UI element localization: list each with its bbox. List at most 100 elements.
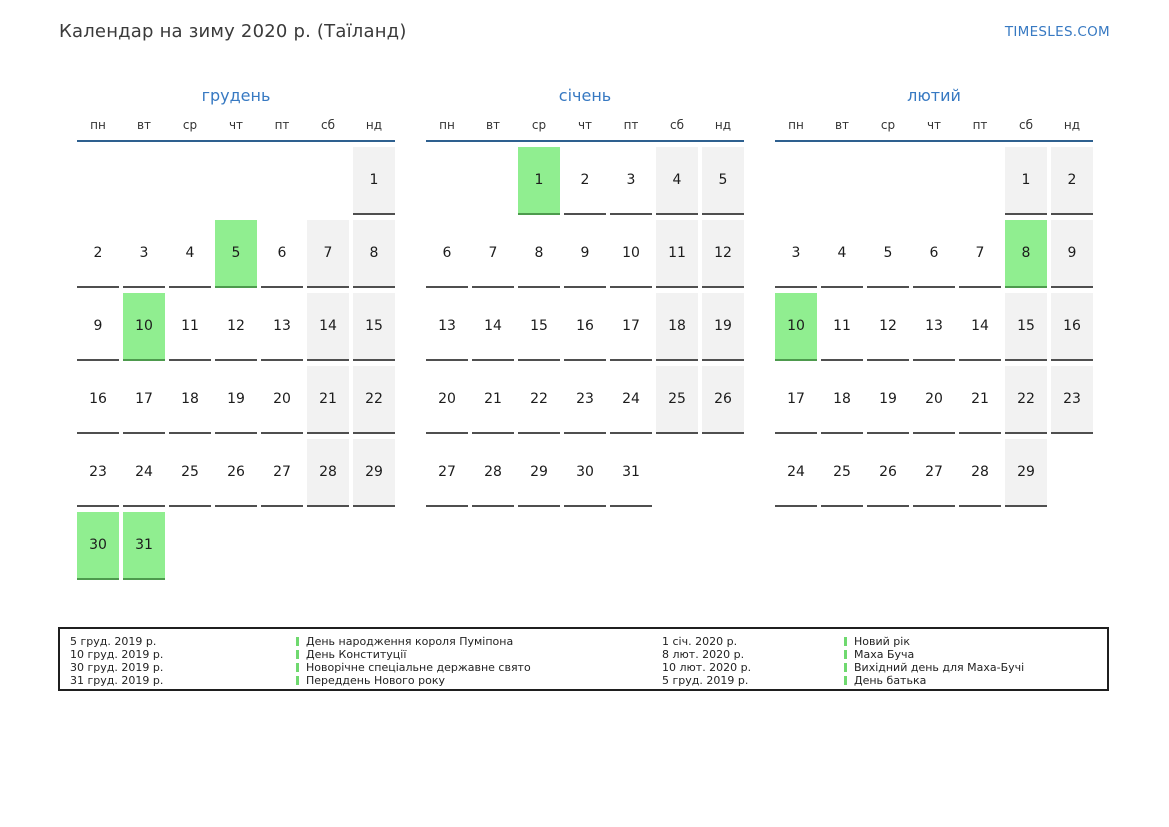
day-cell: 27 xyxy=(261,439,303,507)
weekday-label: сб xyxy=(321,118,335,132)
day-cell: 20 xyxy=(261,366,303,434)
empty-cell xyxy=(426,147,468,215)
weekend-day-cell: 7 xyxy=(307,220,349,288)
legend-row: 1 січ. 2020 р. Новий рік xyxy=(662,635,1024,648)
day-cell: 12 xyxy=(215,293,257,361)
day-cell: 11 xyxy=(821,293,863,361)
day-cell: 27 xyxy=(426,439,468,507)
site-link[interactable]: TIMESLES.COM xyxy=(1004,24,1110,40)
day-cell: 16 xyxy=(77,366,119,434)
empty-cell xyxy=(867,147,909,215)
day-cell: 14 xyxy=(959,293,1001,361)
day-cell: 10 xyxy=(610,220,652,288)
day-cell: 23 xyxy=(564,366,606,434)
holiday-marker-icon xyxy=(296,637,299,646)
day-cell: 18 xyxy=(169,366,211,434)
day-cell: 3 xyxy=(775,220,817,288)
month-calendar: лютий пн вт ср чт пт сб нд 1 2 3 4 5 6 7 8 9 10 11 12 13 14 15… xyxy=(775,85,1093,507)
weekday-label: сб xyxy=(670,118,684,132)
weekday-label: чт xyxy=(577,118,593,132)
day-cell: 3 xyxy=(610,147,652,215)
header-rule xyxy=(77,140,395,142)
day-cell: 2 xyxy=(564,147,606,215)
holiday-day-cell: 8 xyxy=(1005,220,1047,288)
day-cell: 13 xyxy=(913,293,955,361)
weekday-label: сб xyxy=(1019,118,1033,132)
legend-date: 5 груд. 2019 р. xyxy=(70,635,157,648)
month-grid: 1 2 3 4 5 6 7 8 9 10 11 12 13 14 15 16 17 18 19 20 21 22 23 24 2… xyxy=(775,147,1093,507)
weekday-label: пт xyxy=(623,118,639,132)
holiday-day-cell: 10 xyxy=(123,293,165,361)
weekend-day-cell: 29 xyxy=(1005,439,1047,507)
weekend-day-cell: 11 xyxy=(656,220,698,288)
holiday-day-cell: 1 xyxy=(518,147,560,215)
empty-cell xyxy=(307,147,349,215)
weekend-day-cell: 15 xyxy=(353,293,395,361)
day-cell: 17 xyxy=(610,293,652,361)
weekday-label: пн xyxy=(439,118,455,132)
legend-row: 10 лют. 2020 р. Вихідний день для Маха-Бу… xyxy=(662,661,1024,674)
legend-holiday-name: Переддень Нового року xyxy=(306,674,446,687)
weekday-label: пт xyxy=(972,118,988,132)
weekend-day-cell: 18 xyxy=(656,293,698,361)
weekday-label: нд xyxy=(714,118,732,132)
weekend-day-cell: 22 xyxy=(1005,366,1047,434)
legend-group: 5 груд. 2019 р. День народження короля Пу… xyxy=(70,635,531,687)
legend-date: 1 січ. 2020 р. xyxy=(662,635,738,648)
month-calendar: січень пн вт ср чт пт сб нд 1 2 3 4 5 6 7 8 9 10 11 12 13 14 1… xyxy=(426,85,744,507)
day-cell: 17 xyxy=(775,366,817,434)
weekend-day-cell: 23 xyxy=(1051,366,1093,434)
empty-cell xyxy=(913,147,955,215)
holiday-marker-icon xyxy=(296,650,299,659)
header-rule xyxy=(775,140,1093,142)
month-grid: 1 2 3 4 5 6 7 8 9 10 11 12 13 14 15 16 17 18 19 20 21 22 23 24 2… xyxy=(77,147,395,580)
day-cell: 6 xyxy=(913,220,955,288)
legend-holiday-name: Новорічне спеціальне державне свято xyxy=(306,661,531,674)
holiday-day-cell: 5 xyxy=(215,220,257,288)
empty-cell xyxy=(702,439,744,507)
day-cell: 31 xyxy=(610,439,652,507)
legend-date: 30 груд. 2019 р. xyxy=(70,661,164,674)
day-cell: 22 xyxy=(518,366,560,434)
day-cell: 27 xyxy=(913,439,955,507)
legend-holiday-name: Вихідний день для Маха-Бучі xyxy=(854,661,1025,674)
empty-cell xyxy=(821,147,863,215)
weekend-day-cell: 5 xyxy=(702,147,744,215)
day-cell: 16 xyxy=(564,293,606,361)
holiday-day-cell: 30 xyxy=(77,512,119,580)
empty-cell xyxy=(215,147,257,215)
weekend-day-cell: 2 xyxy=(1051,147,1093,215)
empty-cell xyxy=(77,147,119,215)
day-cell: 19 xyxy=(867,366,909,434)
holiday-marker-icon xyxy=(296,663,299,672)
weekend-day-cell: 9 xyxy=(1051,220,1093,288)
day-cell: 15 xyxy=(518,293,560,361)
weekend-day-cell: 21 xyxy=(307,366,349,434)
weekday-label: пн xyxy=(788,118,804,132)
day-cell: 20 xyxy=(913,366,955,434)
day-cell: 6 xyxy=(426,220,468,288)
legend-row: 5 груд. 2019 р. День батька xyxy=(662,674,1024,687)
legend-date: 10 лют. 2020 р. xyxy=(662,661,752,674)
legend-holiday-name: Маха Буча xyxy=(854,648,915,661)
weekend-day-cell: 29 xyxy=(353,439,395,507)
day-cell: 12 xyxy=(867,293,909,361)
weekend-day-cell: 19 xyxy=(702,293,744,361)
holiday-marker-icon xyxy=(844,663,847,672)
empty-cell xyxy=(353,512,395,580)
legend-group: 1 січ. 2020 р. Новий рік 8 лют. 2020 р. Мах… xyxy=(662,635,1024,687)
weekend-day-cell: 12 xyxy=(702,220,744,288)
weekend-day-cell: 25 xyxy=(656,366,698,434)
weekend-day-cell: 1 xyxy=(1005,147,1047,215)
legend-row: 5 груд. 2019 р. День народження короля Пу… xyxy=(70,635,531,648)
month-title: грудень xyxy=(201,86,271,105)
holiday-marker-icon xyxy=(844,650,847,659)
day-cell: 24 xyxy=(123,439,165,507)
day-cell: 28 xyxy=(472,439,514,507)
day-cell: 29 xyxy=(518,439,560,507)
holiday-day-cell: 10 xyxy=(775,293,817,361)
weekday-label: вт xyxy=(834,118,850,132)
day-cell: 8 xyxy=(518,220,560,288)
weekday-label: пт xyxy=(274,118,290,132)
legend-date: 10 груд. 2019 р. xyxy=(70,648,164,661)
